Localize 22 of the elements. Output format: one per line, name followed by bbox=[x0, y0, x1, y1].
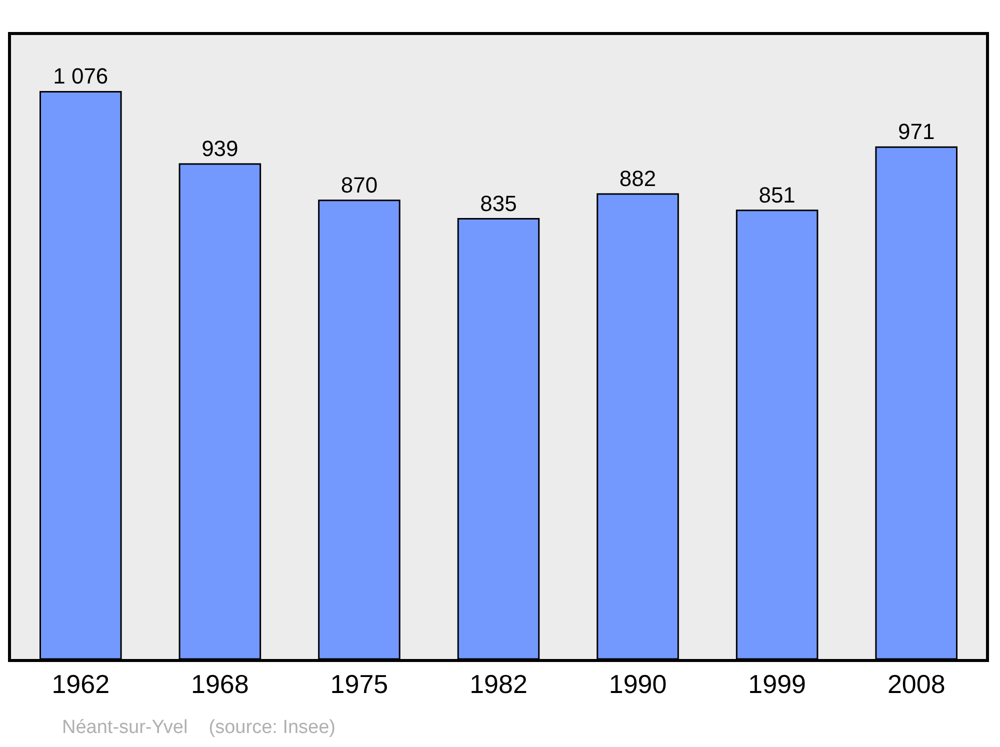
bar bbox=[178, 163, 262, 659]
data-label: 882 bbox=[619, 166, 656, 192]
bar bbox=[457, 218, 540, 659]
x-tick-label: 2008 bbox=[887, 668, 946, 699]
x-tick-label: 1962 bbox=[52, 668, 110, 699]
data-label: 870 bbox=[340, 172, 378, 198]
data-label: 971 bbox=[898, 119, 935, 144]
x-tick-label: 1975 bbox=[330, 668, 388, 699]
bar bbox=[875, 146, 958, 659]
text: Néant-sur-Yvel (source: Insee) bbox=[62, 717, 336, 738]
bar bbox=[736, 210, 818, 659]
data-label: 1 076 bbox=[53, 64, 108, 89]
bar bbox=[318, 200, 400, 659]
x-tick-label: 1999 bbox=[748, 668, 806, 699]
data-label: 835 bbox=[480, 190, 517, 216]
x-tick-label: 1968 bbox=[191, 668, 249, 699]
x-tick-label: 1990 bbox=[608, 668, 667, 699]
bar bbox=[596, 193, 679, 659]
data-label: 851 bbox=[758, 182, 796, 208]
x-tick-label: 1982 bbox=[470, 668, 528, 699]
bar bbox=[40, 90, 122, 659]
data-label: 939 bbox=[202, 136, 238, 161]
